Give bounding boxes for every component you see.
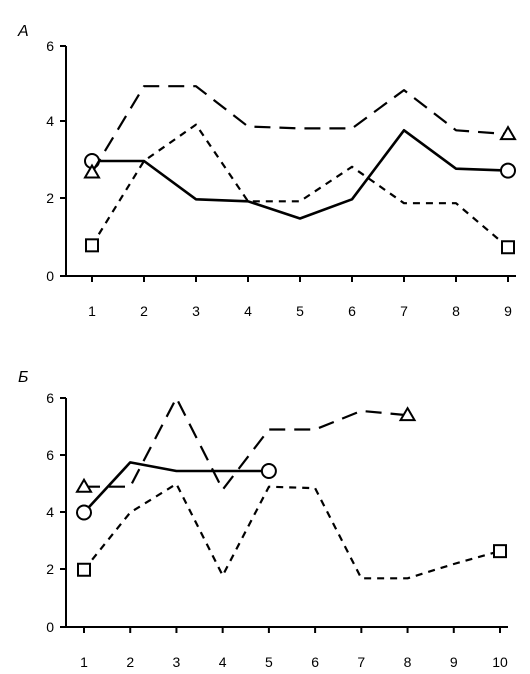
panel-label: Б (18, 369, 28, 386)
x-tick-label: 9 (504, 303, 512, 319)
x-tick-label: 1 (88, 303, 96, 319)
end-square-marker (493, 544, 507, 559)
x-tick-label: 3 (192, 303, 200, 319)
y-tick-label: 6 (46, 390, 54, 406)
series-line-long-dash (84, 396, 408, 491)
x-tick-label: 5 (265, 654, 273, 670)
end-triangle-marker (398, 406, 417, 422)
start-circle-marker (76, 504, 92, 521)
x-tick-label: 6 (348, 303, 356, 319)
x-tick-label: 7 (357, 654, 365, 670)
x-tick-label: 9 (450, 654, 458, 670)
series-line-solid (92, 129, 509, 220)
x-tick-label: 10 (492, 654, 508, 670)
y-tick-label: 6 (46, 447, 54, 463)
start-square-marker (77, 562, 91, 577)
panel-label: А (17, 23, 29, 40)
y-tick-label: 4 (46, 504, 54, 520)
x-tick-label: 2 (140, 303, 148, 319)
y-tick-label: 0 (46, 268, 54, 284)
start-square-marker (85, 238, 99, 253)
y-tick-label: 2 (46, 190, 54, 206)
y-tick-label: 6 (46, 38, 54, 54)
y-tick-label: 0 (46, 619, 54, 635)
x-tick-label: 4 (219, 654, 227, 670)
x-tick-label: 8 (404, 654, 412, 670)
end-triangle-marker (499, 125, 517, 141)
end-circle-marker (260, 462, 277, 479)
chart-panel-b: Б 0 2 4 6 6 1 2 3 4 5 6 7 8 9 10 (18, 369, 508, 670)
end-square-marker (501, 240, 515, 255)
x-tick-label: 5 (296, 303, 304, 319)
x-tick-label: 2 (126, 654, 134, 670)
series-line-short-dash (83, 482, 501, 580)
x-tick-label: 6 (311, 654, 319, 670)
start-triangle-marker (83, 163, 101, 179)
chart-panel-a: А 0 2 4 6 1 2 3 4 5 6 7 8 9 (17, 23, 517, 319)
series-line-long-dash (91, 85, 509, 174)
x-tick-label: 8 (452, 303, 460, 319)
end-circle-marker (500, 162, 516, 179)
series-line-short-dash (91, 123, 509, 249)
x-tick-label: 4 (244, 303, 252, 319)
series-line-solid (83, 461, 269, 514)
x-tick-label: 7 (400, 303, 408, 319)
y-tick-label: 2 (46, 561, 54, 577)
start-triangle-marker (75, 477, 93, 493)
x-tick-label: 3 (173, 654, 181, 670)
y-tick-label: 4 (46, 113, 54, 129)
x-tick-label: 1 (80, 654, 88, 670)
